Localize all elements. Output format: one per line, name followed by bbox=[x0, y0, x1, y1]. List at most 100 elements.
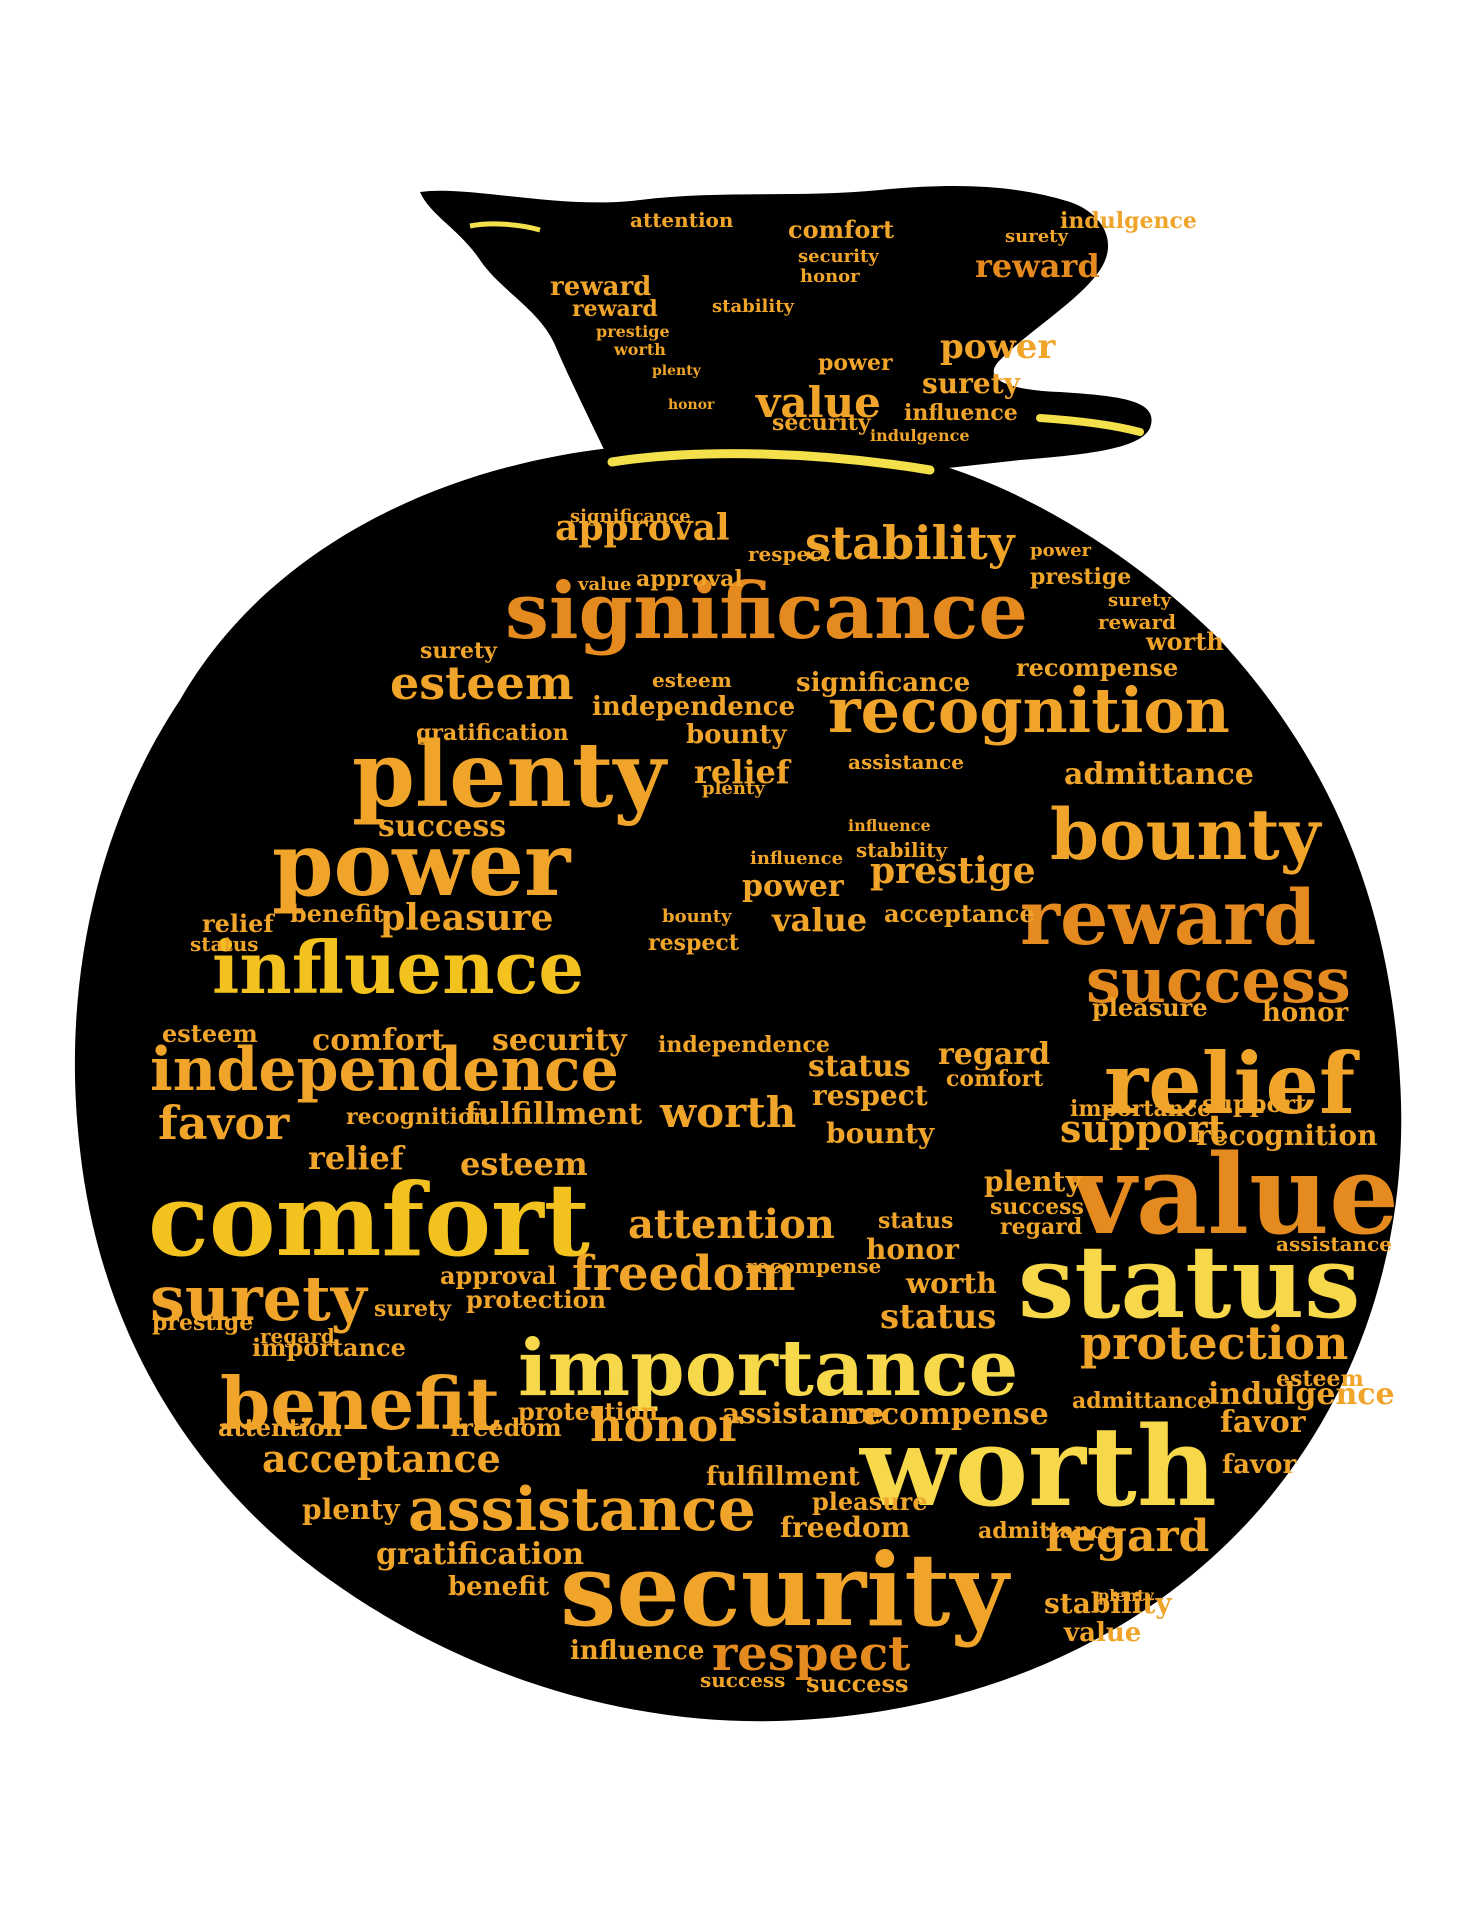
word-regard-small: regard bbox=[260, 1324, 335, 1348]
word-influence: influence bbox=[212, 925, 585, 1010]
word-power-right: power bbox=[1030, 540, 1092, 561]
word-indulgence-top: indulgence bbox=[1060, 208, 1197, 234]
bag-tie-right bbox=[1036, 414, 1144, 436]
word-recognition-right: recognition bbox=[1196, 1119, 1378, 1152]
word-respect: respect bbox=[712, 1626, 911, 1682]
word-success-small-1: success bbox=[378, 809, 507, 844]
word-favor-right: favor bbox=[1220, 1405, 1306, 1440]
word-esteem-left-2: esteem bbox=[460, 1145, 588, 1183]
word-gratification: gratification bbox=[376, 1537, 585, 1572]
word-approval-small-2: approval bbox=[440, 1261, 557, 1290]
word-attention-top: attention bbox=[630, 208, 734, 232]
word-influence-bottom: influence bbox=[570, 1636, 705, 1666]
word-status-small-2: status bbox=[880, 1297, 997, 1337]
word-protection-small: protection bbox=[466, 1285, 607, 1314]
word-prestige: prestige bbox=[870, 850, 1036, 892]
word-comfort-left: comfort bbox=[312, 1023, 445, 1058]
word-importance: importance bbox=[518, 1323, 1019, 1414]
word-esteem-left: esteem bbox=[162, 1019, 258, 1048]
word-status-small: status bbox=[190, 932, 259, 956]
word-acceptance-small-1: acceptance bbox=[884, 899, 1035, 928]
word-assistance-small-1: assistance bbox=[848, 750, 964, 774]
word-gratification-small: gratification bbox=[416, 720, 569, 746]
bag-neck bbox=[420, 186, 1152, 470]
word-prestige-right: prestige bbox=[1030, 564, 1132, 590]
word-success-right: success bbox=[990, 1194, 1084, 1220]
word-acceptance: acceptance bbox=[262, 1436, 501, 1481]
word-honor-top: honor bbox=[800, 266, 860, 287]
word-regard-mid: regard bbox=[938, 1037, 1051, 1072]
word-recompense: recompense bbox=[846, 1397, 1049, 1432]
word-prestige-top: prestige bbox=[596, 322, 670, 341]
word-reward: reward bbox=[1020, 873, 1317, 962]
word-pleasure: pleasure bbox=[380, 897, 554, 939]
word-fulfillment: fulfillment bbox=[465, 1097, 643, 1132]
word-stability-top: stability bbox=[712, 296, 794, 317]
word-worth-top: worth bbox=[614, 340, 666, 359]
word-success-bottom: success bbox=[806, 1669, 909, 1698]
word-stability: stability bbox=[805, 516, 1015, 570]
word-assistance: assistance bbox=[408, 1475, 756, 1545]
word-worth-right: worth bbox=[1146, 627, 1224, 656]
word-comfort: comfort bbox=[148, 1161, 590, 1279]
word-indulgence: indulgence bbox=[1208, 1377, 1395, 1412]
word-esteem: esteem bbox=[390, 656, 574, 710]
word-indulgence-top-2: indulgence bbox=[870, 426, 970, 445]
word-power: power bbox=[272, 812, 571, 916]
word-respect-mid-2: respect bbox=[812, 1079, 928, 1112]
word-independence-mid: independence bbox=[658, 1032, 830, 1058]
word-plenty-left: plenty bbox=[302, 1493, 400, 1526]
word-fulfillment-bottom: fulfillment bbox=[706, 1462, 860, 1492]
word-value-small: value bbox=[578, 574, 632, 595]
word-security: security bbox=[560, 1531, 1009, 1649]
word-success: success bbox=[1086, 944, 1351, 1017]
word-value: value bbox=[1072, 1130, 1399, 1259]
word-honor-right: honor bbox=[1262, 998, 1349, 1028]
word-significance: significance bbox=[505, 566, 1028, 657]
word-success-bottom-2: success bbox=[700, 1668, 786, 1692]
word-significance-small-2: significance bbox=[796, 668, 971, 698]
word-relief-small-1: relief bbox=[694, 753, 790, 791]
word-surety-top: surety bbox=[1005, 226, 1068, 247]
word-approval: approval bbox=[555, 507, 730, 549]
word-status: status bbox=[1018, 1223, 1361, 1341]
word-bounty-small-1: bounty bbox=[686, 720, 787, 750]
word-influence-top: influence bbox=[904, 400, 1018, 426]
word-admittance-bottom: admittance bbox=[978, 1518, 1118, 1544]
word-value-bottom: value bbox=[1064, 1618, 1142, 1648]
word-bounty-mid: bounty bbox=[662, 906, 732, 927]
word-regard: regard bbox=[1045, 1511, 1210, 1562]
word-esteem-right: esteem bbox=[1276, 1366, 1364, 1392]
bag-tie bbox=[607, 449, 935, 475]
word-attention: attention bbox=[628, 1201, 835, 1248]
word-respect-mid: respect bbox=[648, 930, 739, 956]
word-plenty-top: plenty bbox=[652, 363, 701, 379]
word-favor: favor bbox=[158, 1096, 290, 1150]
word-benefit-left: benefit bbox=[290, 899, 384, 928]
word-status-small-3: status bbox=[878, 1208, 954, 1234]
word-surety-left: surety bbox=[420, 638, 497, 664]
word-prestige-left: prestige bbox=[152, 1310, 254, 1336]
word-surety-top-2: surety bbox=[922, 367, 1020, 400]
word-independence-small: independence bbox=[592, 692, 796, 722]
word-bounty: bounty bbox=[1050, 793, 1321, 876]
word-relief-left-2: relief bbox=[202, 909, 274, 938]
word-support-right: support bbox=[1202, 1089, 1307, 1118]
word-freedom: freedom bbox=[572, 1246, 796, 1302]
word-relief: relief bbox=[1104, 1034, 1356, 1133]
bag-body bbox=[74, 441, 1402, 1722]
word-approval-small: approval bbox=[636, 566, 743, 592]
word-freedom-bottom: freedom bbox=[780, 1511, 911, 1544]
word-reward-top-left: reward bbox=[550, 272, 652, 302]
word-security-top: security bbox=[798, 246, 879, 267]
word-assistance-small-2: assistance bbox=[722, 1397, 885, 1430]
word-status-mid-1: status bbox=[808, 1049, 911, 1084]
word-protection-small-2: protection bbox=[518, 1397, 659, 1426]
word-respect-small: respect bbox=[748, 542, 831, 566]
word-power-top: power bbox=[940, 327, 1056, 367]
word-protection: protection bbox=[1080, 1316, 1349, 1370]
word-pleasure-right: pleasure bbox=[1092, 993, 1208, 1022]
word-attention-left: attention bbox=[218, 1413, 343, 1442]
word-recognition: recognition bbox=[828, 674, 1230, 747]
